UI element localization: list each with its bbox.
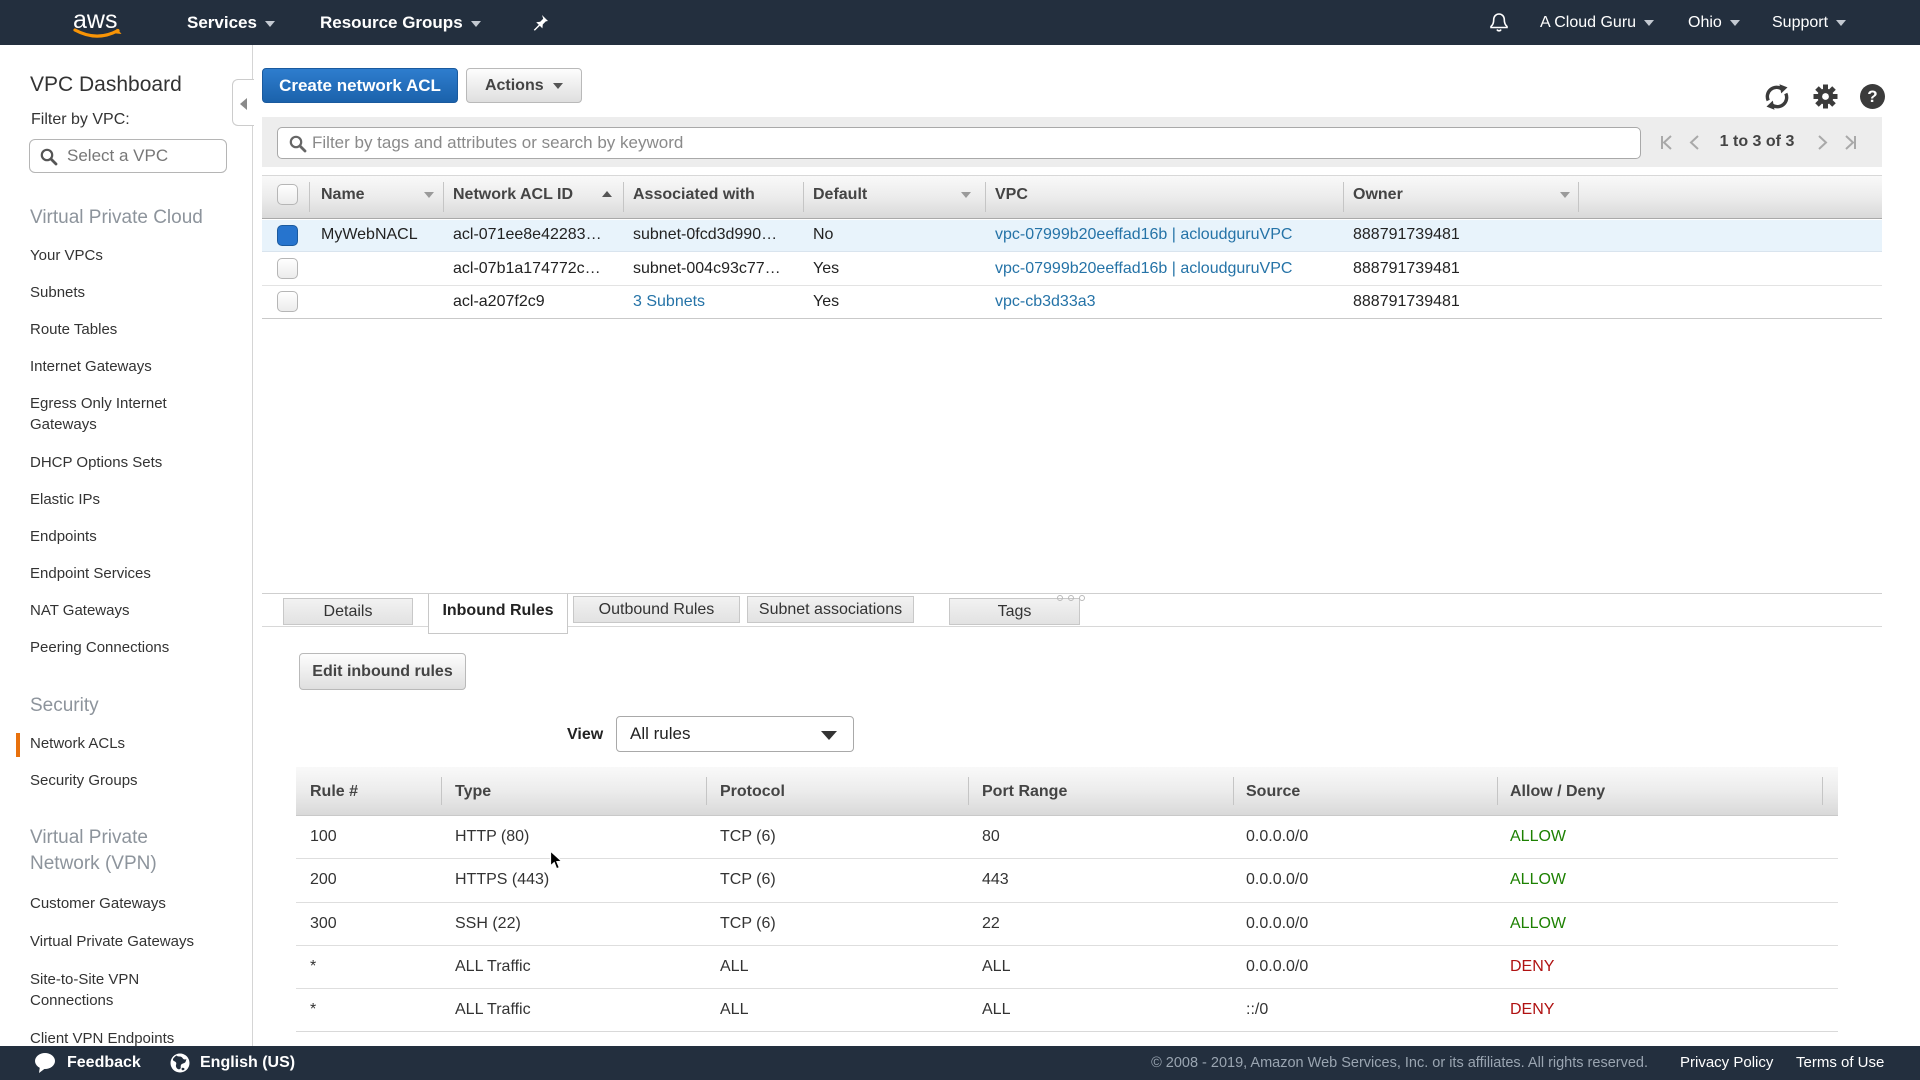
svg-text:aws: aws [73, 7, 117, 34]
